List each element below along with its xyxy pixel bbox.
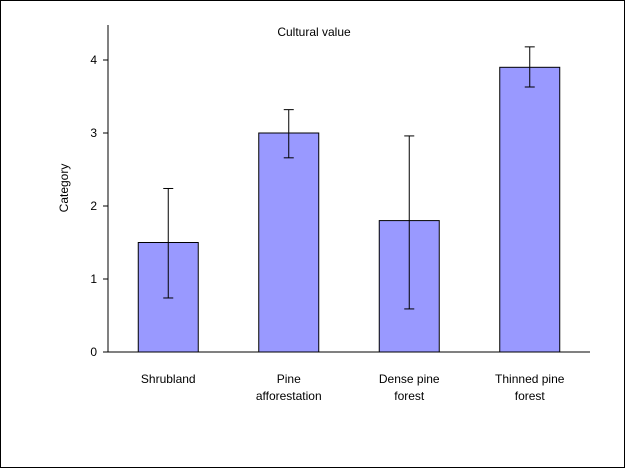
y-tick-label: 2 [90,199,97,213]
bar [499,66,561,353]
error-bar [163,187,174,299]
chart-title: Cultural value [277,25,351,39]
x-tick-label: Pine afforestation [256,372,322,403]
x-tick-label: Dense pine forest [379,372,440,403]
x-tick-label: Thinned pine forest [495,372,565,403]
y-tick-label: 4 [90,53,97,67]
y-axis-label: Category [57,164,71,213]
error-bar [283,109,294,159]
x-tick-label: Shrubland [141,372,196,386]
error-bar [404,135,415,310]
y-tick-label: 0 [90,345,97,359]
error-bar [524,46,535,88]
y-tick-label: 3 [90,126,97,140]
bar [258,132,320,353]
y-tick-label: 1 [90,272,97,286]
